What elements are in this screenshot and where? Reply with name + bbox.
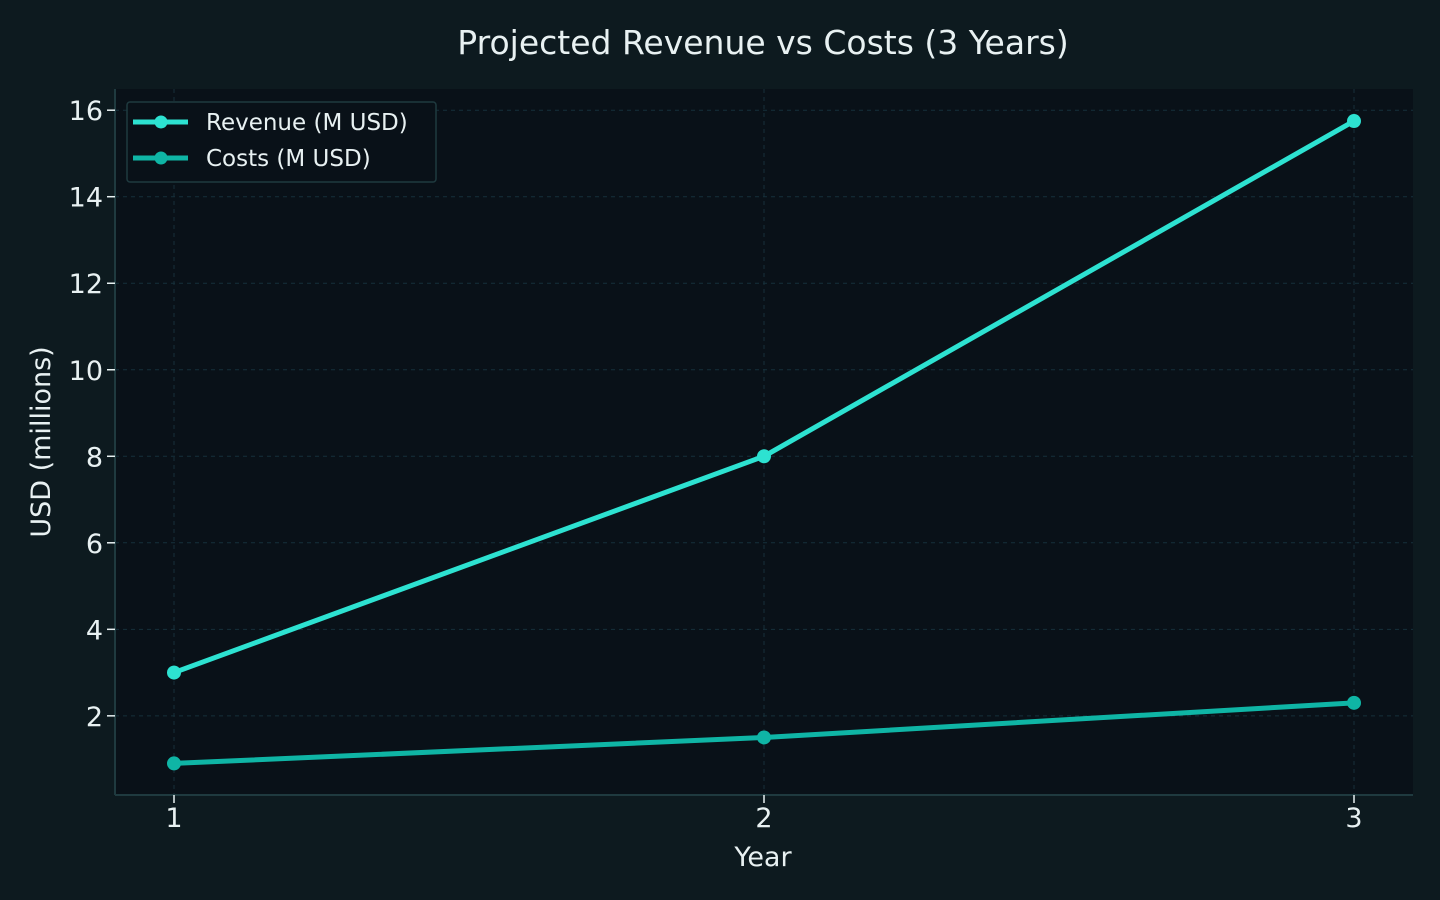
y-axis-label: USD (millions): [26, 346, 57, 537]
data-point-costs: [757, 730, 771, 745]
x-tick-label: 1: [165, 803, 182, 834]
data-point-revenue: [167, 665, 181, 680]
series-layer: [167, 114, 1361, 771]
y-tick-label: 4: [86, 615, 103, 646]
data-point-revenue: [1347, 114, 1361, 129]
data-point-costs: [167, 756, 181, 771]
data-point-revenue: [757, 449, 771, 464]
x-tick-label: 3: [1345, 803, 1362, 834]
legend-label-revenue: Revenue (M USD): [206, 110, 408, 136]
legend-marker-revenue: [154, 115, 168, 129]
y-tick-label: 2: [86, 702, 103, 733]
legend: Revenue (M USD) Costs (M USD): [126, 101, 437, 183]
legend-marker-costs: [154, 151, 168, 165]
chart-title: Projected Revenue vs Costs (3 Years): [457, 23, 1068, 62]
y-tick-label: 10: [69, 356, 103, 387]
data-point-costs: [1347, 695, 1361, 710]
legend-box: [126, 101, 437, 183]
legend-label-costs: Costs (M USD): [206, 146, 371, 172]
x-tick-label: 2: [755, 803, 772, 834]
y-tick-label: 14: [69, 183, 103, 214]
y-tick-label: 8: [86, 442, 103, 473]
y-tick-label: 16: [69, 96, 103, 127]
y-tick-label: 12: [69, 269, 103, 300]
x-axis-label: Year: [733, 842, 792, 873]
y-tick-label: 6: [86, 529, 103, 560]
